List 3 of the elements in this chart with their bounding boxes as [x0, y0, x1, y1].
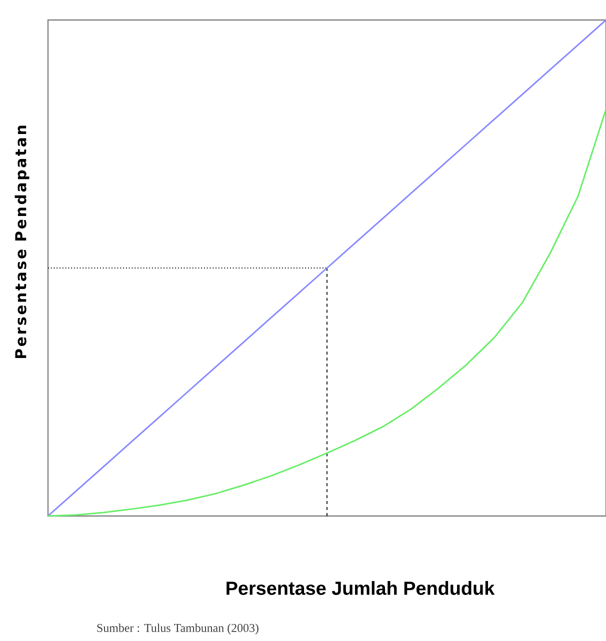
y-axis-title: Persentase Pendapatan: [14, 126, 30, 358]
x-axis-title: Persentase Jumlah Penduduk: [226, 581, 495, 595]
text: Sumber : Tulus Tambunan (2003): [97, 624, 258, 634]
